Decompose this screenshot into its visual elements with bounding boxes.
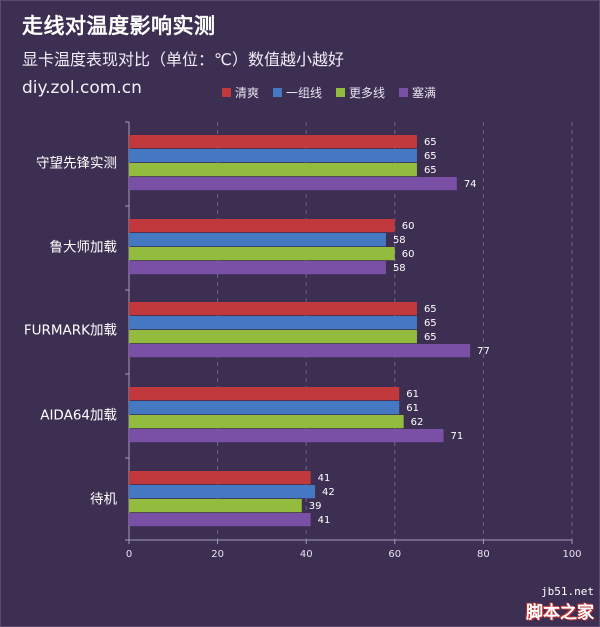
bar bbox=[129, 429, 444, 443]
watermark-name: 脚本之家 bbox=[526, 603, 594, 623]
x-tick-label: 60 bbox=[388, 549, 401, 560]
legend-swatch bbox=[399, 88, 409, 97]
data-label: 41 bbox=[318, 473, 331, 484]
bar bbox=[129, 415, 404, 429]
data-label: 65 bbox=[424, 137, 437, 148]
category-label: AIDA64加载 bbox=[40, 408, 117, 424]
watermark: jb51.net 脚本之家 bbox=[526, 585, 594, 623]
x-tick-label: 100 bbox=[562, 549, 581, 560]
legend-swatch bbox=[336, 88, 346, 97]
legend-label: 一组线 bbox=[286, 86, 323, 100]
x-tick-label: 20 bbox=[211, 549, 224, 560]
data-label: 65 bbox=[424, 318, 437, 329]
x-tick-label: 80 bbox=[477, 549, 490, 560]
legend-swatch bbox=[273, 88, 283, 97]
legend-label: 更多线 bbox=[349, 86, 386, 100]
data-label: 77 bbox=[477, 346, 490, 357]
bar bbox=[129, 330, 417, 344]
chart-title: 走线对温度影响实测 bbox=[22, 14, 216, 38]
legend-item-yizuxian: 一组线 bbox=[273, 84, 322, 101]
bar bbox=[129, 302, 417, 316]
data-label: 61 bbox=[406, 389, 419, 400]
data-label: 60 bbox=[402, 249, 415, 260]
legend-swatch bbox=[222, 88, 231, 97]
category-label: 守望先锋实测 bbox=[36, 156, 117, 172]
data-label: 58 bbox=[393, 263, 406, 274]
category-label: 待机 bbox=[90, 492, 117, 508]
bar bbox=[129, 135, 417, 149]
bar bbox=[129, 316, 417, 330]
bar bbox=[129, 163, 417, 177]
category-label: 鲁大师加载 bbox=[50, 240, 118, 256]
legend: 清爽 一组线 更多线 塞满 bbox=[222, 84, 436, 101]
bar bbox=[129, 471, 311, 485]
bar bbox=[129, 233, 386, 247]
bar bbox=[129, 401, 400, 415]
legend-item-saiman: 塞满 bbox=[399, 84, 436, 101]
legend-label: 塞满 bbox=[412, 86, 437, 100]
category-label: FURMARK加载 bbox=[24, 323, 117, 339]
legend-item-qingshuang: 清爽 bbox=[222, 84, 259, 101]
bar bbox=[129, 344, 471, 358]
source-label: diy.zol.com.cn bbox=[22, 78, 142, 98]
x-tick-label: 0 bbox=[126, 549, 132, 560]
data-label: 39 bbox=[309, 501, 322, 512]
data-label: 62 bbox=[411, 417, 424, 428]
data-label: 65 bbox=[424, 151, 437, 162]
bar bbox=[129, 149, 417, 163]
data-label: 65 bbox=[424, 332, 437, 343]
bar bbox=[129, 499, 302, 513]
data-label: 65 bbox=[424, 304, 437, 315]
bar bbox=[129, 219, 395, 233]
bar bbox=[129, 247, 395, 261]
legend-item-gengduoxian: 更多线 bbox=[336, 84, 385, 101]
bar bbox=[129, 513, 311, 527]
bar bbox=[129, 261, 386, 275]
legend-label: 清爽 bbox=[235, 86, 260, 100]
bar bbox=[129, 177, 457, 191]
data-label: 42 bbox=[322, 487, 335, 498]
data-label: 41 bbox=[318, 515, 331, 526]
chart-subtitle: 显卡温度表现对比（单位：℃）数值越小越好 bbox=[22, 50, 344, 69]
data-label: 61 bbox=[406, 403, 419, 414]
data-label: 60 bbox=[402, 221, 415, 232]
data-label: 74 bbox=[464, 179, 477, 190]
bar bbox=[129, 485, 316, 499]
data-label: 58 bbox=[393, 235, 406, 246]
bar bbox=[129, 387, 400, 401]
data-label: 65 bbox=[424, 165, 437, 176]
x-tick-label: 40 bbox=[300, 549, 313, 560]
data-label: 71 bbox=[451, 431, 464, 442]
watermark-site: jb51.net bbox=[541, 585, 594, 598]
